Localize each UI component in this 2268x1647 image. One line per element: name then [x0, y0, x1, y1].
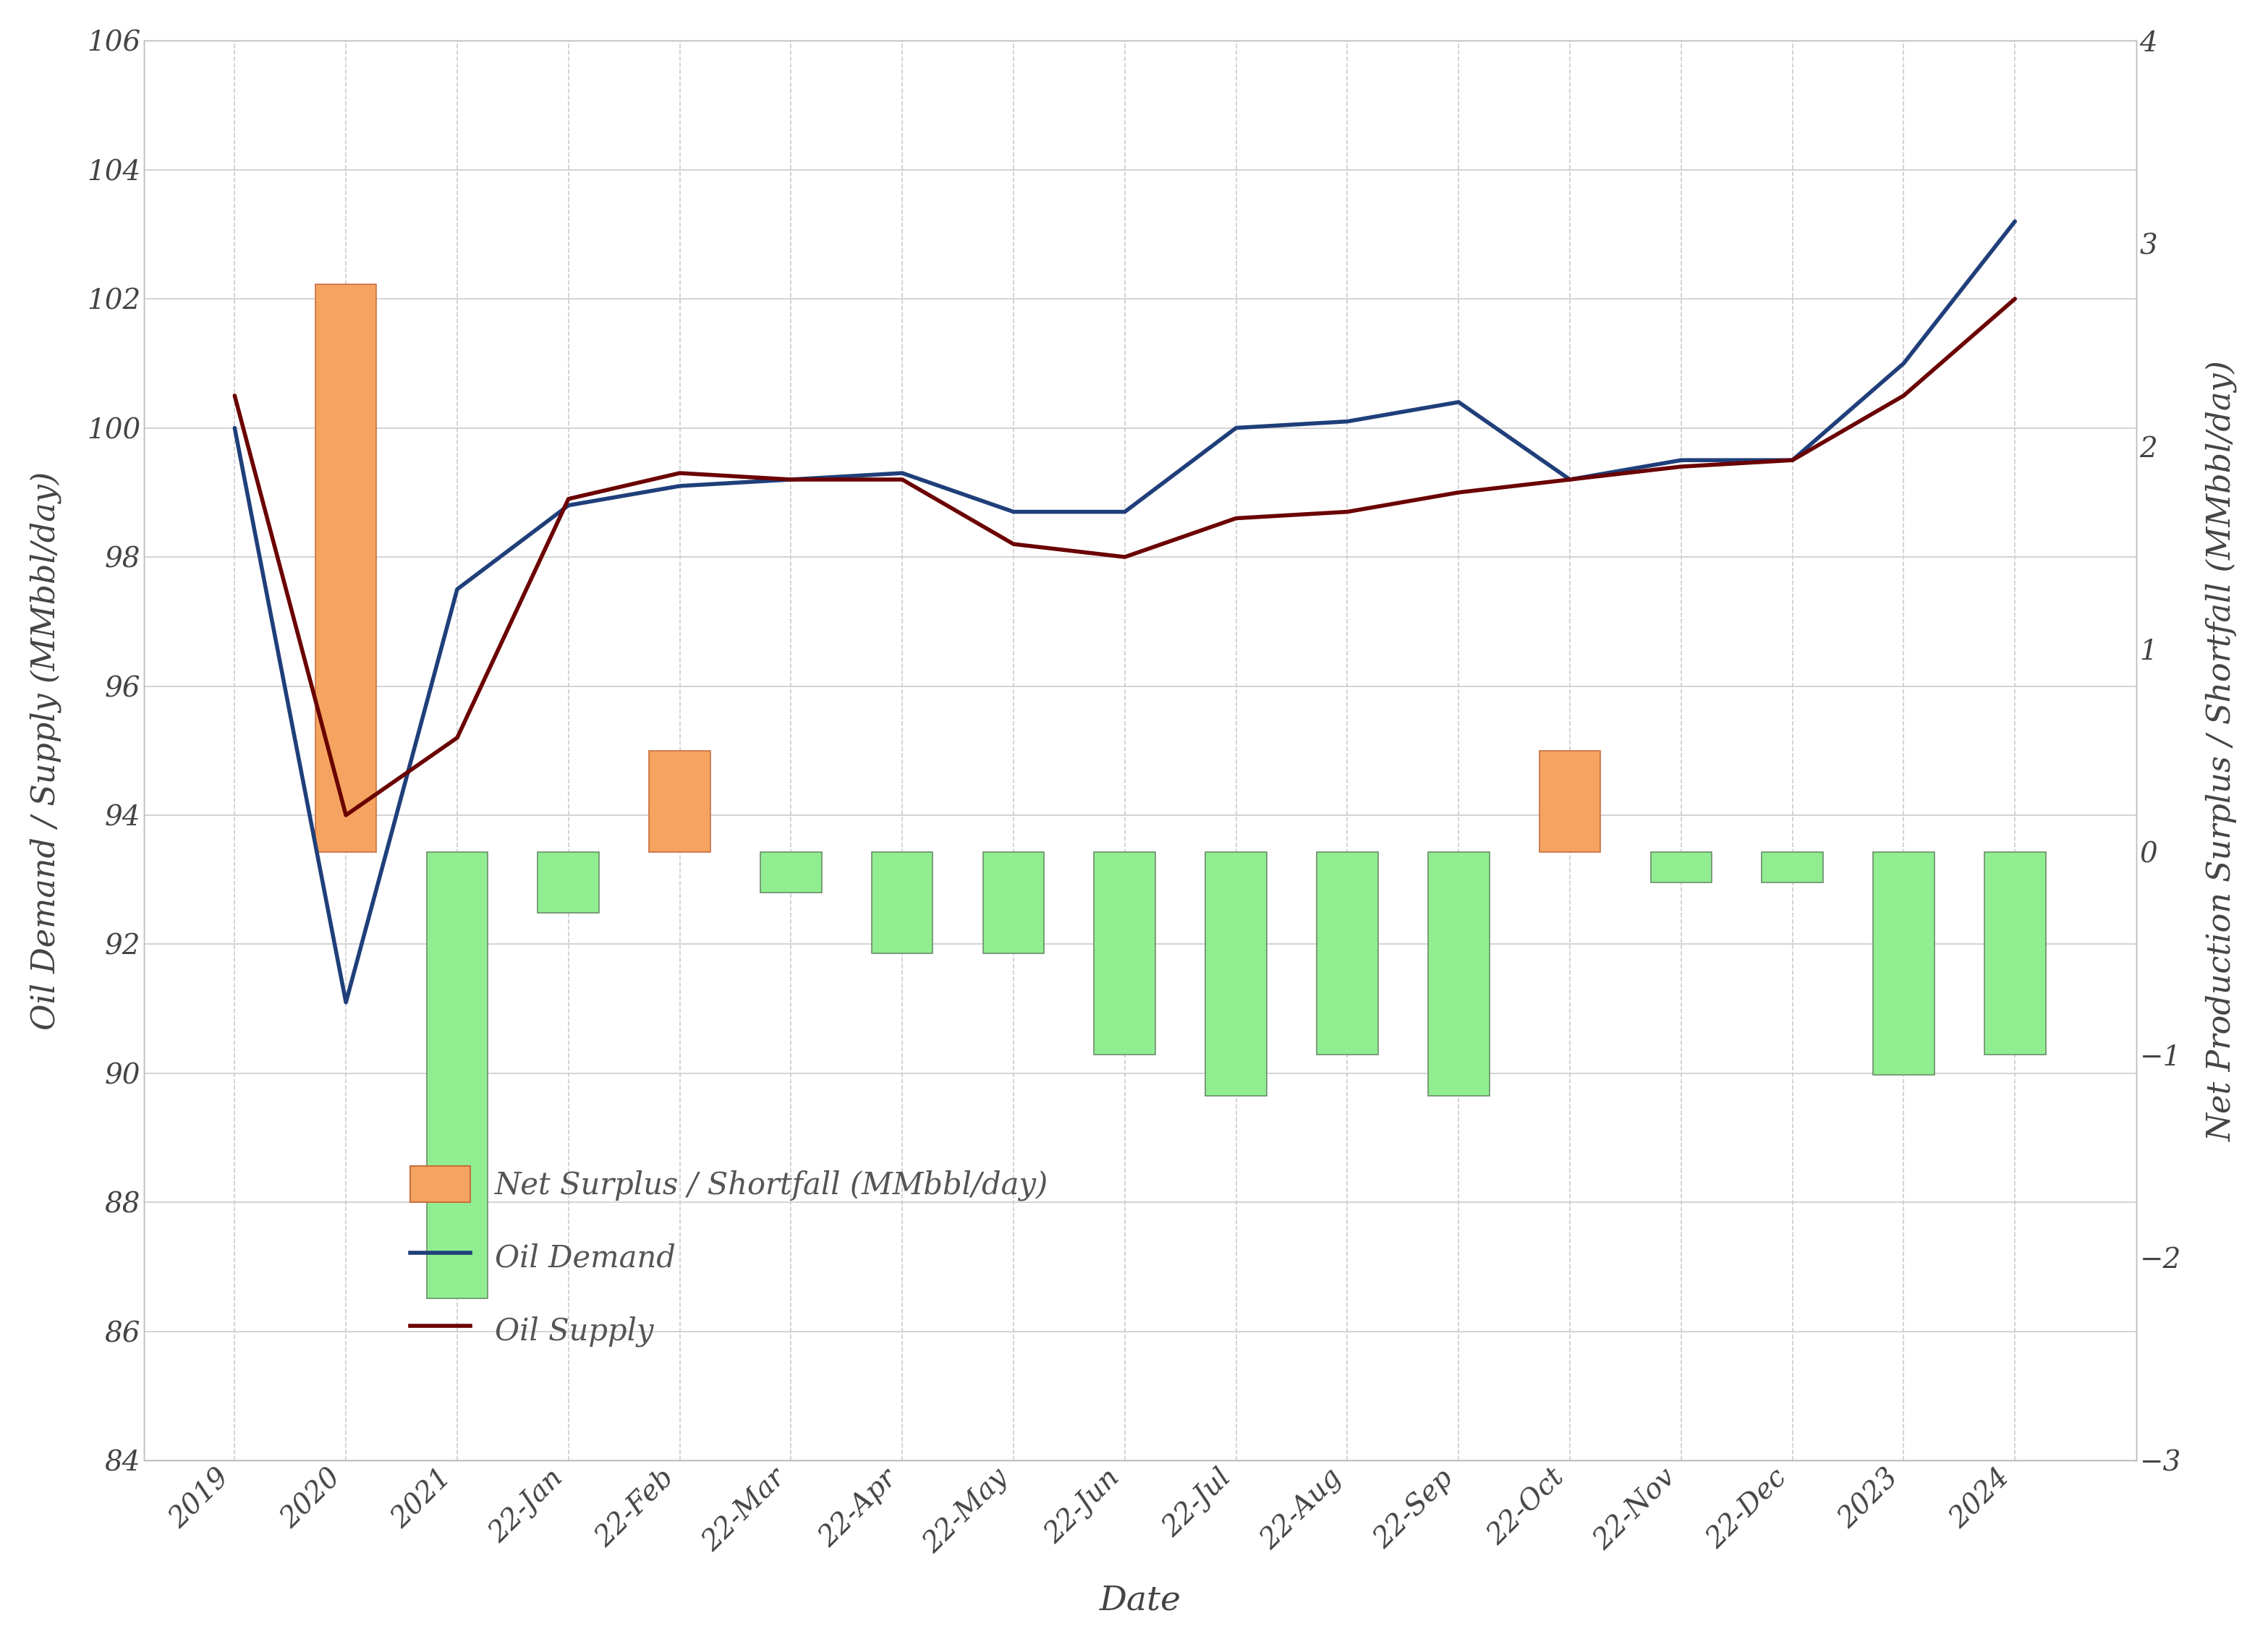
Bar [760, 851, 821, 893]
Bar [1873, 851, 1935, 1075]
Bar [1540, 751, 1601, 851]
Bar [315, 283, 376, 851]
Bar [1318, 851, 1379, 1054]
Bar [1429, 851, 1490, 1095]
Y-axis label: Net Production Surplus / Shortfall (MMbbl/day): Net Production Surplus / Shortfall (MMbb… [2207, 361, 2239, 1141]
Bar [1651, 851, 1712, 883]
Y-axis label: Oil Demand / Supply (MMbbl/day): Oil Demand / Supply (MMbbl/day) [29, 471, 61, 1029]
Bar [1207, 851, 1266, 1095]
Bar [1093, 851, 1154, 1054]
Bar [426, 851, 488, 1298]
Bar [982, 851, 1043, 954]
Bar [1984, 851, 2046, 1054]
Legend: Net Surplus / Shortfall (MMbbl/day), Oil Demand, Oil Supply: Net Surplus / Shortfall (MMbbl/day), Oil… [399, 1153, 1061, 1360]
Bar [649, 751, 710, 851]
Bar [871, 851, 932, 954]
X-axis label: Date: Date [1100, 1584, 1182, 1617]
Bar [1762, 851, 1823, 883]
Bar [538, 851, 599, 912]
